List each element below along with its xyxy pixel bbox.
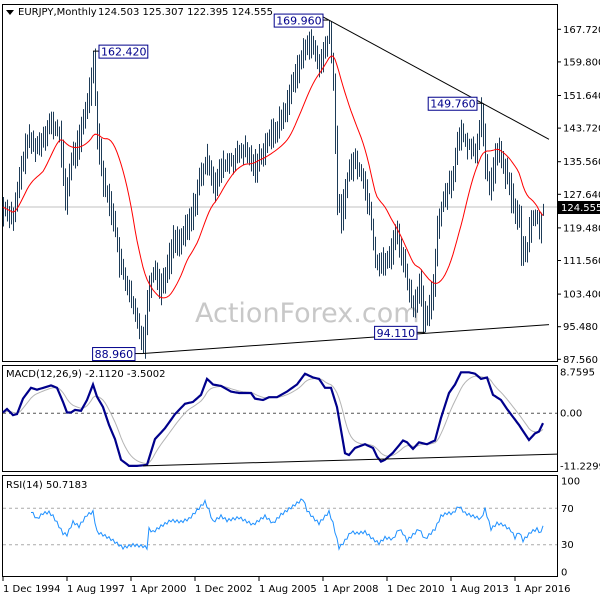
y-tick-label: 135.560 bbox=[563, 157, 600, 168]
trendline bbox=[142, 324, 550, 355]
annotation-label: 149.760 bbox=[430, 98, 476, 111]
price-plot: 162.420 88.960 169.960 94.110 149.760 bbox=[2, 13, 557, 362]
y-tick-label: 127.640 bbox=[563, 190, 600, 201]
macd-signal-line bbox=[2, 375, 544, 465]
macd-trendline bbox=[142, 453, 558, 467]
macd-y-tick-label: 8.7595 bbox=[560, 368, 595, 379]
rsi-y-tick-label: 100 bbox=[561, 477, 580, 488]
macd-line bbox=[2, 371, 544, 467]
moving-average-line bbox=[2, 55, 544, 299]
x-tick-label: 1 Dec 1994 bbox=[3, 584, 61, 595]
y-tick-label: 87.560 bbox=[563, 355, 598, 366]
trendline bbox=[320, 15, 550, 140]
ohlc-readout: 124.503 125.307 122.395 124.555 bbox=[98, 7, 273, 18]
y-tick-label: 95.480 bbox=[563, 322, 598, 333]
rsi-y-tick-label: 30 bbox=[561, 540, 574, 551]
x-tick-label: 1 Aug 2013 bbox=[451, 584, 509, 595]
macd-title: MACD(12,26,9) -2.1120 -3.5002 bbox=[6, 369, 166, 380]
x-tick-label: 1 Aug 1997 bbox=[67, 584, 125, 595]
x-tick-label: 1 Apr 2008 bbox=[323, 584, 378, 595]
y-tick-label: 111.560 bbox=[563, 256, 600, 267]
y-tick-label: 119.480 bbox=[563, 223, 600, 234]
macd-panel-frame bbox=[2, 365, 558, 472]
annotation-label: 169.960 bbox=[276, 15, 322, 28]
y-tick-label: 167.720 bbox=[563, 25, 600, 36]
macd-y-tick-label: -11.2299 bbox=[560, 462, 600, 473]
rsi-plot bbox=[3, 498, 557, 551]
current-price-badge bbox=[557, 201, 600, 215]
y-tick-label: 151.640 bbox=[563, 91, 600, 102]
rsi-title: RSI(14) 50.7183 bbox=[6, 480, 87, 491]
y-tick-label: 159.800 bbox=[563, 57, 600, 68]
rsi-panel-frame bbox=[2, 475, 558, 577]
x-tick-label: 1 Apr 2016 bbox=[515, 584, 570, 595]
price-panel-frame bbox=[2, 4, 558, 362]
watermark: ActionForex.com bbox=[195, 298, 420, 329]
x-tick-label: 1 Aug 2005 bbox=[259, 584, 317, 595]
y-tick-label: 143.720 bbox=[563, 124, 600, 135]
current-price-label: 124.555 bbox=[561, 203, 600, 214]
annotation-box bbox=[374, 325, 418, 340]
y-tick-label: 103.400 bbox=[563, 290, 600, 301]
annotation-box bbox=[98, 44, 149, 59]
dropdown-triangle-icon[interactable] bbox=[6, 10, 14, 15]
rsi-line bbox=[30, 498, 544, 551]
annotation-label: 94.110 bbox=[377, 327, 416, 340]
annotation-label: 88.960 bbox=[95, 348, 134, 361]
x-tick-label: 1 Apr 2000 bbox=[131, 584, 186, 595]
annotation-box bbox=[92, 347, 136, 362]
x-tick-label: 1 Dec 2010 bbox=[387, 584, 445, 595]
annotation-box bbox=[273, 13, 324, 28]
rsi-y-tick-label: 0 bbox=[561, 568, 567, 579]
macd-y-tick-label: 0.00 bbox=[560, 409, 582, 420]
macd-plot bbox=[2, 371, 558, 467]
rsi-y-tick-label: 70 bbox=[561, 504, 574, 515]
annotation-label: 162.420 bbox=[101, 46, 147, 59]
axes: 167.720 159.800 151.640 143.720 135.560 127.6… bbox=[2, 25, 600, 595]
annotation-box bbox=[427, 96, 478, 111]
x-tick-label: 1 Dec 2002 bbox=[195, 584, 253, 595]
symbol-label: EURJPY,Monthly bbox=[18, 7, 97, 18]
